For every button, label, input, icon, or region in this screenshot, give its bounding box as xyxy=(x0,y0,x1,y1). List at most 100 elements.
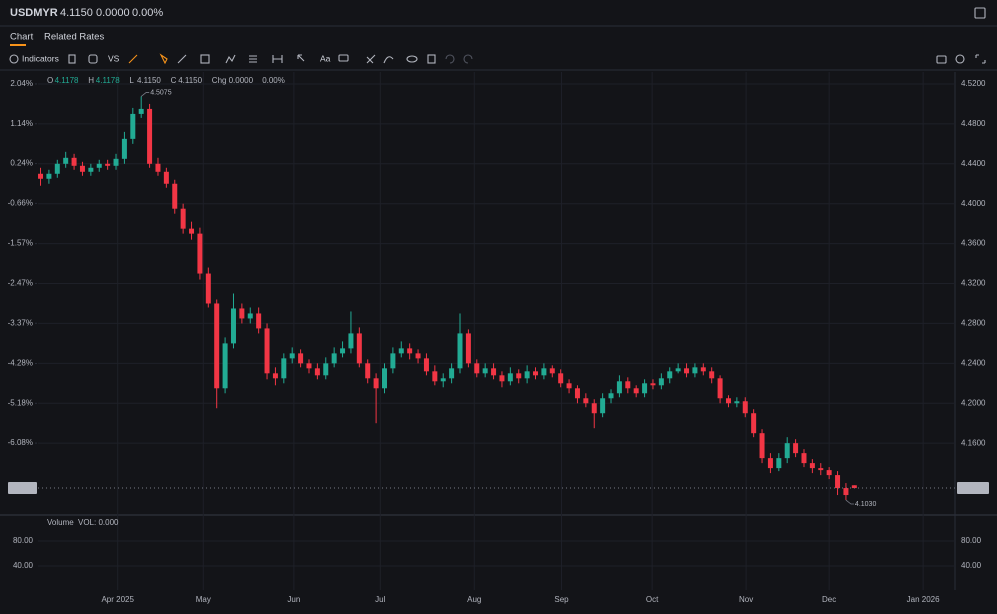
undo[interactable] xyxy=(445,54,455,64)
candle-body xyxy=(314,368,320,376)
legend-value: 4.1150 xyxy=(178,76,202,85)
y2-tick-label: -5.18% xyxy=(8,398,33,407)
y-tick-label: 4.1600 xyxy=(961,438,986,447)
candle-body xyxy=(356,333,362,364)
magnet-tool[interactable] xyxy=(366,54,376,64)
candle-body xyxy=(742,401,748,414)
timeframe-icon[interactable] xyxy=(88,54,98,64)
draw-icon[interactable] xyxy=(128,54,138,64)
candle-body xyxy=(633,388,639,394)
candle-body xyxy=(835,475,841,489)
shape-tool[interactable] xyxy=(200,54,210,64)
legend-key: L xyxy=(129,76,134,85)
snapshot[interactable] xyxy=(936,55,947,64)
candle-body xyxy=(79,165,85,172)
collapse-icon[interactable] xyxy=(974,7,986,19)
candle-body xyxy=(650,383,656,386)
y-tick-label: 4.2400 xyxy=(961,358,986,367)
candle-body xyxy=(63,157,69,164)
candle-body xyxy=(667,371,673,379)
candle-body xyxy=(675,368,681,372)
candle-body xyxy=(423,358,429,372)
last-pct-box xyxy=(8,482,37,495)
candle-body xyxy=(558,373,564,384)
y-tick-label: 4.2800 xyxy=(961,319,986,328)
annotation-leader xyxy=(140,92,150,97)
candle-body xyxy=(172,183,178,209)
tab-related-rates[interactable]: Related Rates xyxy=(44,32,104,43)
y2-tick-label: -6.08% xyxy=(8,438,33,447)
candle-body xyxy=(826,470,832,476)
candle-body xyxy=(474,363,480,374)
candle-body xyxy=(289,353,295,359)
measure-tool[interactable] xyxy=(272,55,283,63)
candle-body xyxy=(96,163,102,168)
redo[interactable] xyxy=(463,54,473,64)
candle-body xyxy=(256,313,262,329)
annotation: 4.1030 xyxy=(855,501,877,508)
annotation: 4.5075 xyxy=(150,89,172,96)
delete-tool[interactable] xyxy=(427,54,436,64)
pattern-tool[interactable] xyxy=(225,54,236,64)
legend-value: 0.0000 xyxy=(229,76,254,85)
plot: 4.5200 4.4800 4.4400 4.4000 4.3600 4.3200 4.28… xyxy=(0,72,997,604)
candle-body xyxy=(180,208,186,229)
candle-body xyxy=(306,363,312,369)
candle-body xyxy=(46,173,52,179)
comment-tool[interactable] xyxy=(338,54,349,62)
candle-body xyxy=(197,233,203,274)
candle-body xyxy=(105,163,111,166)
y-tick-label: 40.00 xyxy=(13,561,34,570)
y2-tick-label: -0.66% xyxy=(8,198,33,207)
y2-tick-label: 1.14% xyxy=(10,119,33,128)
x-tick-label: Oct xyxy=(646,595,659,604)
candle-body xyxy=(365,363,371,379)
x-tick-label: Apr 2025 xyxy=(101,595,134,604)
y2-tick-label: -2.47% xyxy=(8,279,33,288)
candle-body xyxy=(147,108,153,164)
x-tick-label: Jul xyxy=(375,595,385,604)
candle-body xyxy=(390,353,396,369)
settings[interactable] xyxy=(955,54,965,64)
candle-body xyxy=(625,381,631,389)
y-tick-label: 4.4400 xyxy=(961,159,986,168)
fib-tool[interactable] xyxy=(249,55,257,63)
cursor-icon[interactable] xyxy=(159,53,168,65)
candle-body xyxy=(71,157,77,166)
candle-body xyxy=(189,228,195,234)
candle-type-icon[interactable] xyxy=(68,54,76,64)
volume-title: Volume xyxy=(47,518,74,527)
x-tick-label: Nov xyxy=(739,595,753,604)
candle-body xyxy=(247,313,253,319)
candle-body xyxy=(491,368,497,376)
x-tick-label: Aug xyxy=(467,595,481,604)
indicators-button[interactable]: Indicators xyxy=(22,53,59,63)
candle-body xyxy=(432,371,438,382)
compare-button[interactable]: VS xyxy=(108,53,120,63)
visibility-tool[interactable] xyxy=(406,55,418,63)
candle-body xyxy=(373,378,379,389)
line-tool[interactable] xyxy=(177,54,187,64)
arrow-tool[interactable] xyxy=(297,54,305,62)
y-tick-label: 80.00 xyxy=(13,536,34,545)
collapse-button[interactable] xyxy=(974,7,986,19)
candle-body xyxy=(793,443,799,454)
candle-body xyxy=(734,401,740,404)
x-tick-label: Sep xyxy=(554,595,569,604)
candle-body xyxy=(214,303,220,389)
tab-indicator xyxy=(10,44,26,46)
tab-chart[interactable]: Chart xyxy=(10,32,34,43)
candle-body xyxy=(574,388,580,399)
candle-body xyxy=(381,368,387,389)
candle-body xyxy=(507,373,513,382)
last-price-label: 4.1150 xyxy=(960,483,984,492)
fullscreen[interactable] xyxy=(975,54,986,64)
candle-body xyxy=(843,488,849,496)
text-tool[interactable]: Aa xyxy=(320,53,331,63)
candle-body xyxy=(549,368,555,374)
brush-tool[interactable] xyxy=(383,56,394,64)
candle-body xyxy=(272,373,278,379)
candle-body xyxy=(725,398,731,404)
indicators-icon[interactable] xyxy=(9,54,19,64)
